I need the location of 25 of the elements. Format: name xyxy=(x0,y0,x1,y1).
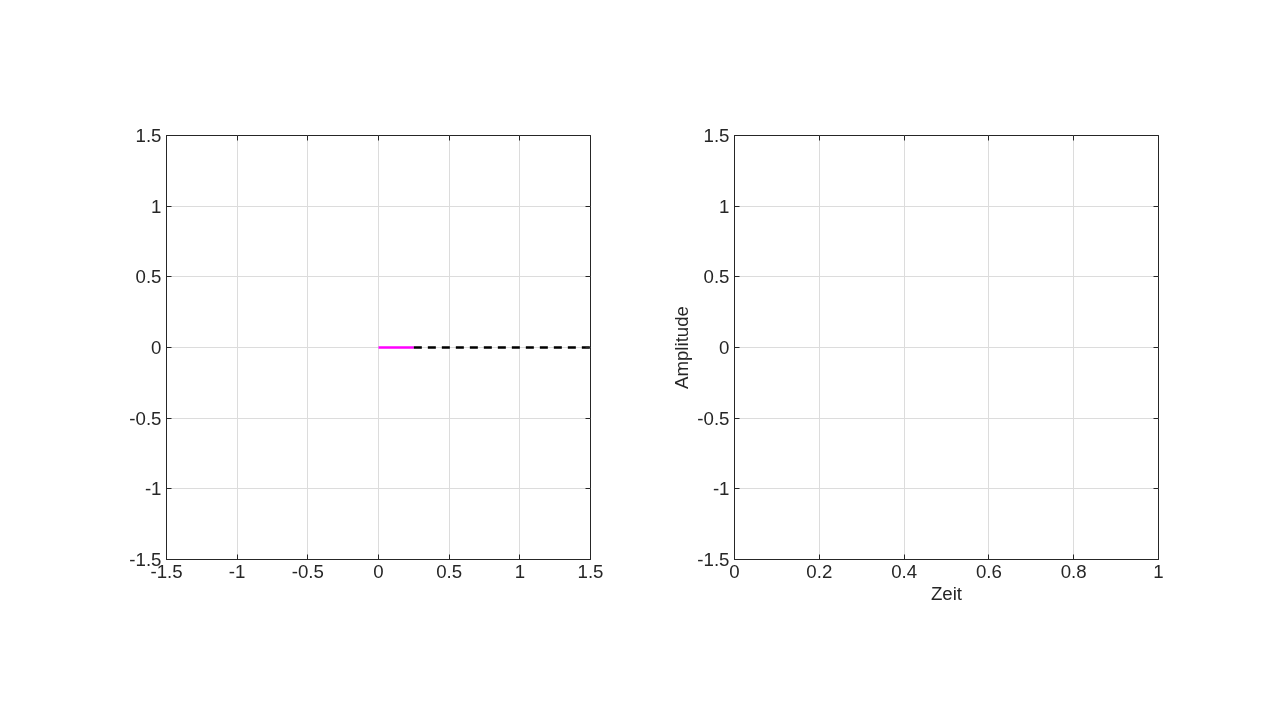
y-tick-label: -0.5 xyxy=(697,407,730,429)
y-tick-label: 0 xyxy=(151,337,162,358)
x-tick-label: 0.8 xyxy=(1060,560,1087,582)
y-axis-title: Amplitude xyxy=(671,306,693,389)
x-tick-label: -1 xyxy=(228,560,246,582)
y-tick-label: -0.5 xyxy=(129,407,162,429)
x-tick-label: -0.5 xyxy=(291,560,324,582)
x-tick-label: 0 xyxy=(373,560,384,582)
x-tick-label: 0.5 xyxy=(436,560,463,582)
x-tick-label: 0.2 xyxy=(806,560,833,582)
y-tick-label: -1 xyxy=(712,478,730,500)
y-tick-label: 1 xyxy=(719,195,730,217)
x-tick-label: 1 xyxy=(514,560,526,582)
x-tick-label: 0.4 xyxy=(891,560,918,582)
x-tick-label: 0.6 xyxy=(975,560,1002,582)
y-tick-label: 1 xyxy=(151,195,162,217)
y-tick-label: -1 xyxy=(144,478,162,500)
y-tick-label: 1.5 xyxy=(135,125,162,146)
x-axis-title: Zeit xyxy=(930,582,963,604)
y-tick-label: 1.5 xyxy=(703,125,730,146)
x-tick-label: 1.5 xyxy=(577,560,604,582)
y-tick-label: 0.5 xyxy=(703,266,730,288)
y-tick-label: 0 xyxy=(719,337,730,358)
y-tick-label: 0.5 xyxy=(135,266,162,288)
x-tick-label: 1 xyxy=(1153,560,1164,582)
